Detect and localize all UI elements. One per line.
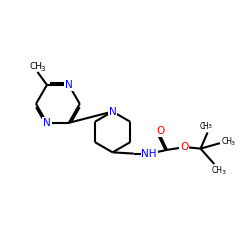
- Text: N: N: [65, 80, 73, 90]
- Text: 3: 3: [208, 124, 212, 129]
- Text: N: N: [109, 106, 116, 117]
- Text: CH: CH: [30, 62, 43, 71]
- Text: 3: 3: [41, 66, 45, 72]
- Text: CH: CH: [222, 137, 232, 146]
- Text: NH: NH: [141, 148, 157, 158]
- Text: H: H: [203, 122, 208, 131]
- Text: 3: 3: [221, 170, 225, 175]
- Text: CH: CH: [212, 166, 223, 175]
- Text: C: C: [200, 122, 205, 131]
- Text: N: N: [43, 118, 51, 128]
- Text: O: O: [156, 126, 164, 136]
- Text: 3: 3: [231, 141, 235, 146]
- Text: O: O: [180, 142, 188, 152]
